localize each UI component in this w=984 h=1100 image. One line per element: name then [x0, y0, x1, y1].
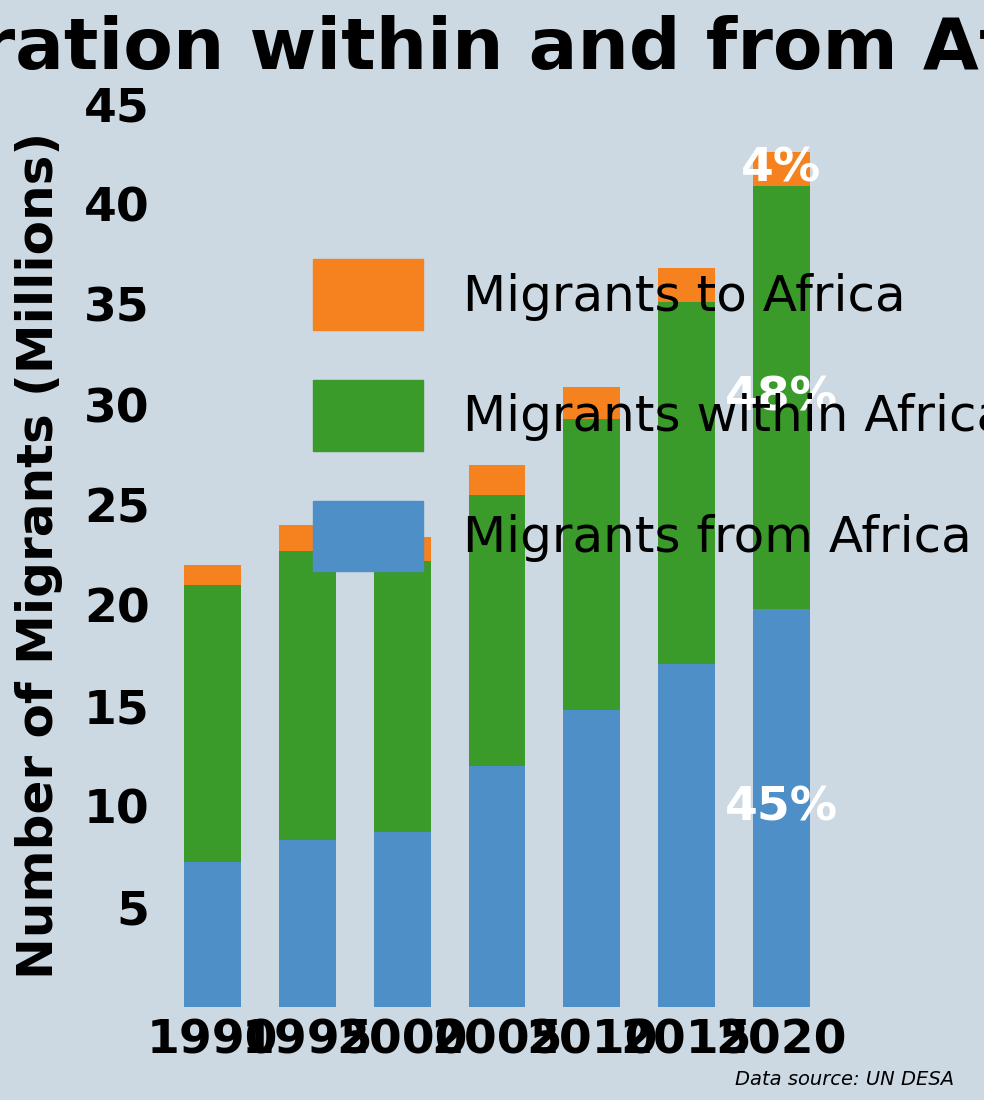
Bar [753, 152, 810, 186]
Bar [184, 862, 241, 1006]
Legend: Migrants to Africa, Migrants within Africa, Migrants from Africa: Migrants to Africa, Migrants within Afri… [274, 219, 984, 612]
Bar [563, 419, 620, 710]
Y-axis label: Number of Migrants (Millions): Number of Migrants (Millions) [15, 132, 63, 979]
Text: 4%: 4% [741, 146, 822, 191]
Bar [753, 609, 810, 1006]
Bar [658, 663, 715, 1006]
Bar [374, 561, 431, 833]
Bar [658, 302, 715, 663]
Bar [184, 585, 241, 862]
Text: Data source: UN DESA: Data source: UN DESA [735, 1070, 954, 1089]
Bar [468, 495, 525, 766]
Bar [563, 387, 620, 419]
Text: 45%: 45% [724, 785, 837, 830]
Bar [468, 766, 525, 1006]
Title: Migration within and from Africa: Migration within and from Africa [0, 15, 984, 85]
Bar [279, 551, 336, 840]
Bar [374, 833, 431, 1007]
Bar [753, 186, 810, 609]
Bar [184, 565, 241, 585]
Bar [563, 710, 620, 1006]
Bar [658, 268, 715, 302]
Bar [279, 840, 336, 1006]
Text: 48%: 48% [725, 375, 837, 420]
Bar [374, 537, 431, 561]
Bar [279, 525, 336, 551]
Bar [468, 465, 525, 495]
